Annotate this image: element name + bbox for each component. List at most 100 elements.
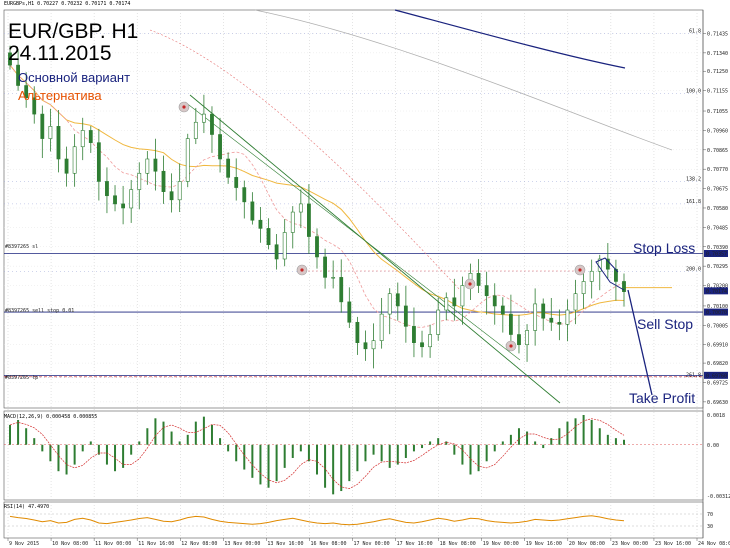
y-tick-label: 0.70390 [707,245,728,251]
candle-body [250,201,255,221]
x-tick-label: 13 Nov 16:00 [267,541,303,547]
candle-body [193,121,198,139]
ma-line-slow [394,9,626,69]
candle-body [274,244,279,260]
candle-body [460,285,465,307]
candle-body [48,126,53,139]
candle-body [387,293,392,315]
y-tick-label: 0.70675 [707,187,728,193]
projection-arrow [627,289,653,396]
rsi-panel [3,501,704,539]
candle-body [153,158,158,172]
rsi-label: RSI(14) 47.4970 [4,504,50,510]
candle-body [72,146,77,174]
macd-signal-line [9,418,625,489]
sl-level-label: #8397265 sl [5,244,39,250]
candle-body [298,203,303,213]
price-tag-label: 0.70174 [706,289,727,295]
candle-body [32,97,37,115]
x-tick-label: 24 Nov 08:00 [698,541,730,547]
candle-body [210,113,214,135]
ma-line-very-slow [254,9,673,151]
y-tick-label: 0.70580 [707,206,728,212]
x-tick-label: 16 Nov 08:00 [310,541,346,547]
candle-body [339,277,344,303]
y-tick-label: 0.70865 [707,148,728,154]
candle-body [371,340,376,350]
candle-body [492,295,497,307]
x-tick-label: 23 Nov 16:00 [655,541,691,547]
candle-body [517,334,521,346]
candle-body [266,228,271,246]
y-tick-label: 0.69630 [707,400,728,406]
candle-body [444,297,449,311]
fractal-marker-dot [182,105,186,109]
y-tick-label: 0.71340 [707,51,728,57]
tp-level-label: #8397265 tp [5,375,39,381]
candle-body [347,301,352,323]
macd-tick-label: 0.00 [707,443,719,449]
y-tick-label: 0.70100 [707,304,728,310]
y-tick-label: 0.70200 [707,284,728,290]
price-tag [704,371,728,379]
candle-body [282,232,287,260]
macd-panel [3,410,704,501]
x-tick-label: 11 Nov 16:00 [138,541,174,547]
legend-alt: Альтернатива [18,88,102,103]
macd-label: MACD(12,26,9) 0.000458 0.000855 [4,414,98,420]
candle-body [80,130,85,148]
candle-body [64,158,69,174]
x-tick-label: 10 Nov 08:00 [52,541,88,547]
candle-body [137,172,142,190]
y-tick-label: 0.70485 [707,225,728,231]
stop-loss-label: Stop Loss [633,240,696,256]
x-tick-label: 17 Nov 00:00 [354,541,390,547]
projection-path [595,257,625,291]
candle-body [185,138,190,182]
price-tag [704,249,728,257]
chart-title: EUR/GBP. H1 [8,20,139,43]
candle-body [508,313,513,335]
fib-label: 61.8 [689,28,701,34]
candle-body [129,189,134,209]
candle-body [605,258,610,270]
candle-body [581,281,586,295]
candle-body [363,342,368,350]
candle-body [8,52,12,66]
candle-body [484,285,489,297]
fib-label: 161.8 [686,199,701,205]
candle-body [96,142,101,182]
candle-body [105,181,109,197]
x-tick-label: 12 Nov 08:00 [181,541,217,547]
candle-body [40,113,45,139]
candle-body [379,313,384,341]
x-tick-label: 11 Nov 00:00 [95,541,131,547]
fractal-marker-dot [578,268,582,272]
trendline-lower [189,94,561,404]
candle-body [589,270,594,282]
y-tick-label: 0.70770 [707,167,728,173]
rsi-line [9,515,625,526]
price-tag-label: 0.70357 [706,251,727,257]
fib-label: 200.0 [686,266,701,272]
y-tick-label: 0.71155 [707,89,728,95]
candle-body [541,303,546,319]
candle-body [258,219,263,229]
take-profit-label: Take Profit [629,390,696,406]
macd-tick-label: -0.003124 [707,494,730,500]
rsi-tick-label: 30 [707,524,713,530]
legend-main: Основной вариант [18,70,131,85]
trendline-upper [184,101,521,361]
candle-body [412,326,416,343]
y-tick-label: 0.71055 [707,109,728,115]
fractal-marker-dot [468,282,472,286]
y-tick-label: 0.70960 [707,128,728,134]
candle-body [290,211,295,233]
candle-body [428,334,433,348]
candle-body [323,256,327,278]
price-tag [704,308,728,316]
candle-body [315,236,319,258]
chart-info: EURGBPs,H1 0.70227 0.70232 0.70171 0.701… [4,1,131,7]
candle-body [500,305,505,315]
